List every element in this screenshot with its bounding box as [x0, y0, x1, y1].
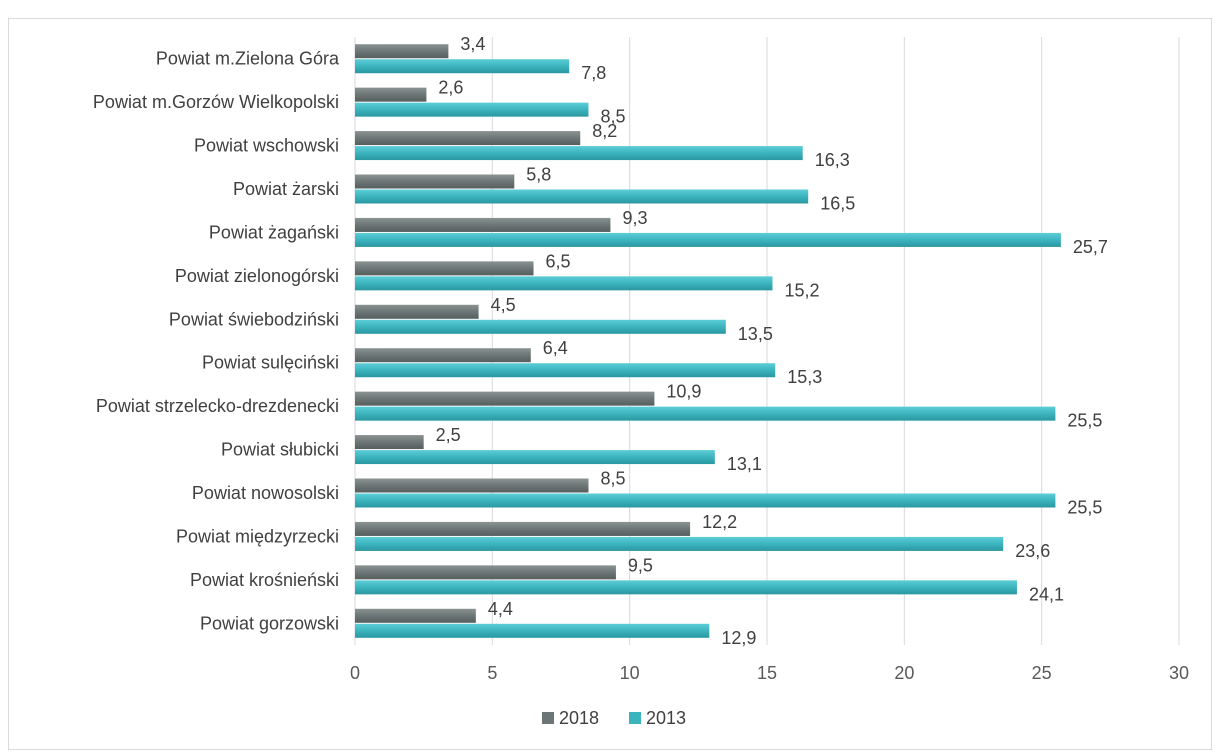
- legend: 2018 2013: [542, 708, 686, 728]
- data-label: 7,8: [581, 63, 606, 83]
- category-label: Powiat wschowski: [194, 136, 339, 156]
- data-label: 24,1: [1029, 584, 1064, 604]
- data-label: 16,3: [815, 150, 850, 170]
- data-labels: 3,47,82,68,58,216,35,816,59,325,76,515,2…: [436, 34, 1108, 648]
- data-label: 15,2: [784, 280, 819, 300]
- category-label: Powiat nowosolski: [192, 483, 339, 503]
- category-label: Powiat gorzowski: [200, 613, 339, 633]
- bar-2018: [355, 131, 581, 146]
- data-label: 23,6: [1015, 541, 1050, 561]
- data-label: 6,4: [543, 338, 568, 358]
- data-label: 25,5: [1067, 411, 1102, 431]
- value-axis-ticks: 0 5 10 15 20 25 30: [350, 663, 1189, 683]
- data-label: 15,3: [787, 367, 822, 387]
- data-label: 2,6: [438, 78, 463, 98]
- x-tick-label: 5: [487, 663, 497, 683]
- bar-2013: [355, 276, 773, 291]
- category-label: Powiat zielonogórski: [175, 266, 339, 286]
- bar-2018: [355, 87, 427, 102]
- data-label: 13,5: [738, 324, 773, 344]
- data-label: 8,5: [600, 107, 625, 127]
- bar-2013: [355, 536, 1004, 551]
- data-label: 4,4: [488, 599, 513, 619]
- x-tick-label: 30: [1169, 663, 1189, 683]
- bar-2018: [355, 391, 655, 406]
- chart-frame: 3,4 7,8 2,6 8,5 8,2 16,3 5,8 16,5 9,3 25,7 6,5 15,2…: [8, 18, 1212, 750]
- legend-label: 2018: [559, 708, 599, 728]
- category-label: Powiat strzelecko-drezdenecki: [96, 396, 339, 416]
- bar-2013: [355, 102, 589, 117]
- bar-2018: [355, 261, 534, 276]
- data-label: 13,1: [727, 454, 762, 474]
- legend-swatch-2018: [542, 712, 554, 724]
- data-label: 8,2: [592, 121, 617, 141]
- data-label: 12,2: [702, 512, 737, 532]
- bar-2013: [355, 450, 715, 465]
- bar-2018: [355, 44, 449, 59]
- bar-2013: [355, 580, 1017, 595]
- bar-2018: [355, 348, 531, 363]
- data-label: 16,5: [820, 194, 855, 214]
- bar-2013: [355, 493, 1056, 508]
- bar-2013: [355, 59, 570, 74]
- data-label: 10,9: [666, 382, 701, 402]
- category-label: Powiat żagański: [209, 222, 339, 242]
- bar-2013: [355, 319, 726, 334]
- x-tick-label: 10: [620, 663, 640, 683]
- bar-2018: [355, 304, 479, 319]
- bar-chart: 3,47,82,68,58,216,35,816,59,325,76,515,2…: [93, 34, 1189, 728]
- category-axis-labels: Powiat m.Zielona Góra Powiat m.Gorzów Wie…: [93, 49, 340, 634]
- x-tick-label: 0: [350, 663, 360, 683]
- category-label: Powiat krośnieński: [190, 570, 339, 590]
- caption-fragment: [0, 0, 1216, 7]
- data-label: 4,5: [491, 295, 516, 315]
- data-label: 8,5: [600, 469, 625, 489]
- data-label: 9,5: [628, 555, 653, 575]
- bar-2013: [355, 146, 803, 161]
- bars: [355, 44, 1061, 638]
- bar-2013: [355, 623, 710, 638]
- category-label: Powiat świebodziński: [169, 309, 339, 329]
- data-label: 25,5: [1067, 498, 1102, 518]
- bar-2018: [355, 521, 691, 536]
- data-label: 5,8: [526, 165, 551, 185]
- category-label: Powiat sulęciński: [202, 353, 339, 373]
- legend-swatch-2013: [629, 712, 641, 724]
- data-label: 2,5: [436, 425, 461, 445]
- bar-2013: [355, 189, 809, 204]
- bar-2018: [355, 174, 515, 189]
- category-label: Powiat m.Gorzów Wielkopolski: [93, 92, 339, 112]
- category-label: Powiat żarski: [233, 179, 339, 199]
- bar-2018: [355, 435, 424, 450]
- category-label: Powiat słubicki: [221, 440, 339, 460]
- legend-label: 2013: [646, 708, 686, 728]
- x-tick-label: 15: [757, 663, 777, 683]
- bar-2013: [355, 232, 1061, 247]
- data-label: 9,3: [622, 208, 647, 228]
- bar-2018: [355, 608, 476, 623]
- bar-2018: [355, 217, 611, 232]
- bar-2018: [355, 478, 589, 493]
- x-tick-label: 25: [1032, 663, 1052, 683]
- x-tick-label: 20: [894, 663, 914, 683]
- data-label: 3,4: [460, 34, 485, 54]
- bar-2013: [355, 406, 1056, 421]
- category-label: Powiat m.Zielona Góra: [156, 49, 340, 69]
- bar-2018: [355, 565, 616, 580]
- data-label: 12,9: [721, 628, 756, 648]
- data-label: 6,5: [546, 251, 571, 271]
- bar-2013: [355, 363, 776, 378]
- data-label: 25,7: [1073, 237, 1108, 257]
- category-label: Powiat międzyrzecki: [176, 526, 339, 546]
